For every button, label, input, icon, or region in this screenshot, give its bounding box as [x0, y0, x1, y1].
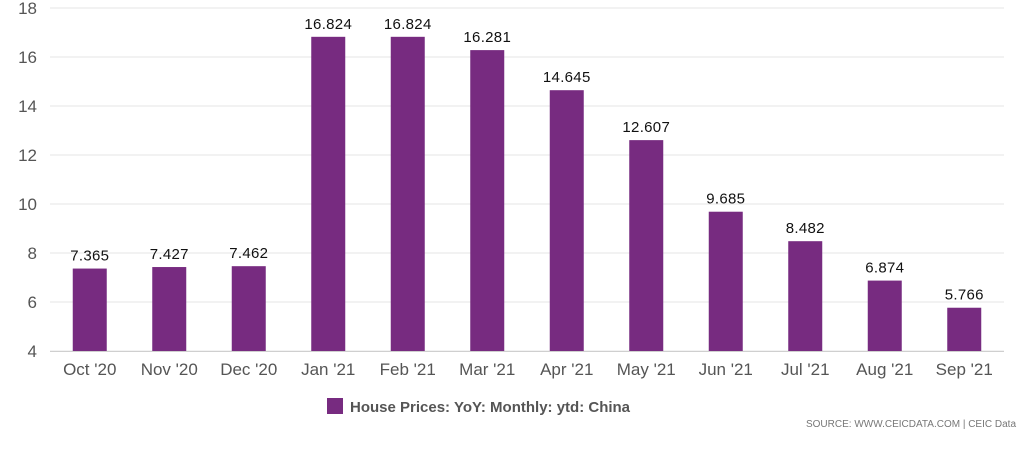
x-tick-label: Feb '21: [380, 360, 436, 379]
data-label: 5.766: [945, 287, 984, 304]
data-label: 7.365: [70, 248, 109, 265]
bar[interactable]: [390, 36, 425, 351]
y-tick-label: 4: [28, 342, 37, 361]
bar[interactable]: [708, 211, 743, 351]
data-label: 8.482: [786, 220, 825, 237]
x-tick-label: Apr '21: [540, 360, 593, 379]
data-label: 9.685: [706, 191, 745, 208]
bar[interactable]: [231, 266, 266, 351]
legend-label: House Prices: YoY: Monthly: ytd: China: [350, 399, 631, 416]
x-tick-label: Mar '21: [459, 360, 515, 379]
bar[interactable]: [788, 241, 823, 351]
x-tick-label: Oct '20: [63, 360, 116, 379]
source-credit[interactable]: SOURCE: WWW.CEICDATA.COM | CEIC Data: [806, 419, 1016, 430]
y-tick-label: 8: [28, 244, 37, 263]
data-label: 6.874: [865, 260, 904, 277]
data-label: 14.645: [543, 69, 591, 86]
x-tick-label: May '21: [617, 360, 676, 379]
data-label: 7.427: [150, 246, 189, 263]
y-tick-label: 14: [18, 97, 37, 116]
data-label: 16.824: [384, 16, 432, 33]
x-tick-label: Nov '20: [141, 360, 198, 379]
y-tick-label: 18: [18, 0, 37, 18]
x-tick-label: Jun '21: [699, 360, 753, 379]
bar[interactable]: [947, 307, 982, 351]
x-tick-label: Jan '21: [301, 360, 355, 379]
data-label: 7.462: [229, 245, 268, 262]
y-tick-label: 6: [28, 293, 37, 312]
axis-layer: 4 6 8 10 12 14 16 18 Oct '20 Nov '20 Dec '20 Jan '2…: [18, 0, 1004, 379]
x-tick-label: Aug '21: [856, 360, 913, 379]
x-tick-label: Dec '20: [220, 360, 277, 379]
label-layer: 7.365 7.427 7.462 16.824 16.824 16.281 14.645 1…: [70, 16, 984, 304]
legend[interactable]: House Prices: YoY: Monthly: ytd: China: [327, 398, 631, 416]
bar[interactable]: [867, 280, 902, 351]
legend-swatch: [327, 398, 343, 414]
bar[interactable]: [549, 90, 584, 351]
y-tick-label: 16: [18, 48, 37, 67]
bar[interactable]: [470, 50, 505, 351]
bar-layer: [72, 36, 982, 351]
data-label: 16.824: [304, 16, 352, 33]
x-tick-label: Jul '21: [781, 360, 830, 379]
bar[interactable]: [152, 267, 187, 351]
data-label: 12.607: [622, 119, 670, 136]
y-tick-label: 10: [18, 195, 37, 214]
bar[interactable]: [72, 268, 107, 351]
bar[interactable]: [311, 36, 346, 351]
grid-layer: [50, 7, 1004, 352]
data-label: 16.281: [463, 29, 511, 46]
bar[interactable]: [629, 140, 664, 351]
y-tick-label: 12: [18, 146, 37, 165]
x-tick-label: Sep '21: [936, 360, 993, 379]
